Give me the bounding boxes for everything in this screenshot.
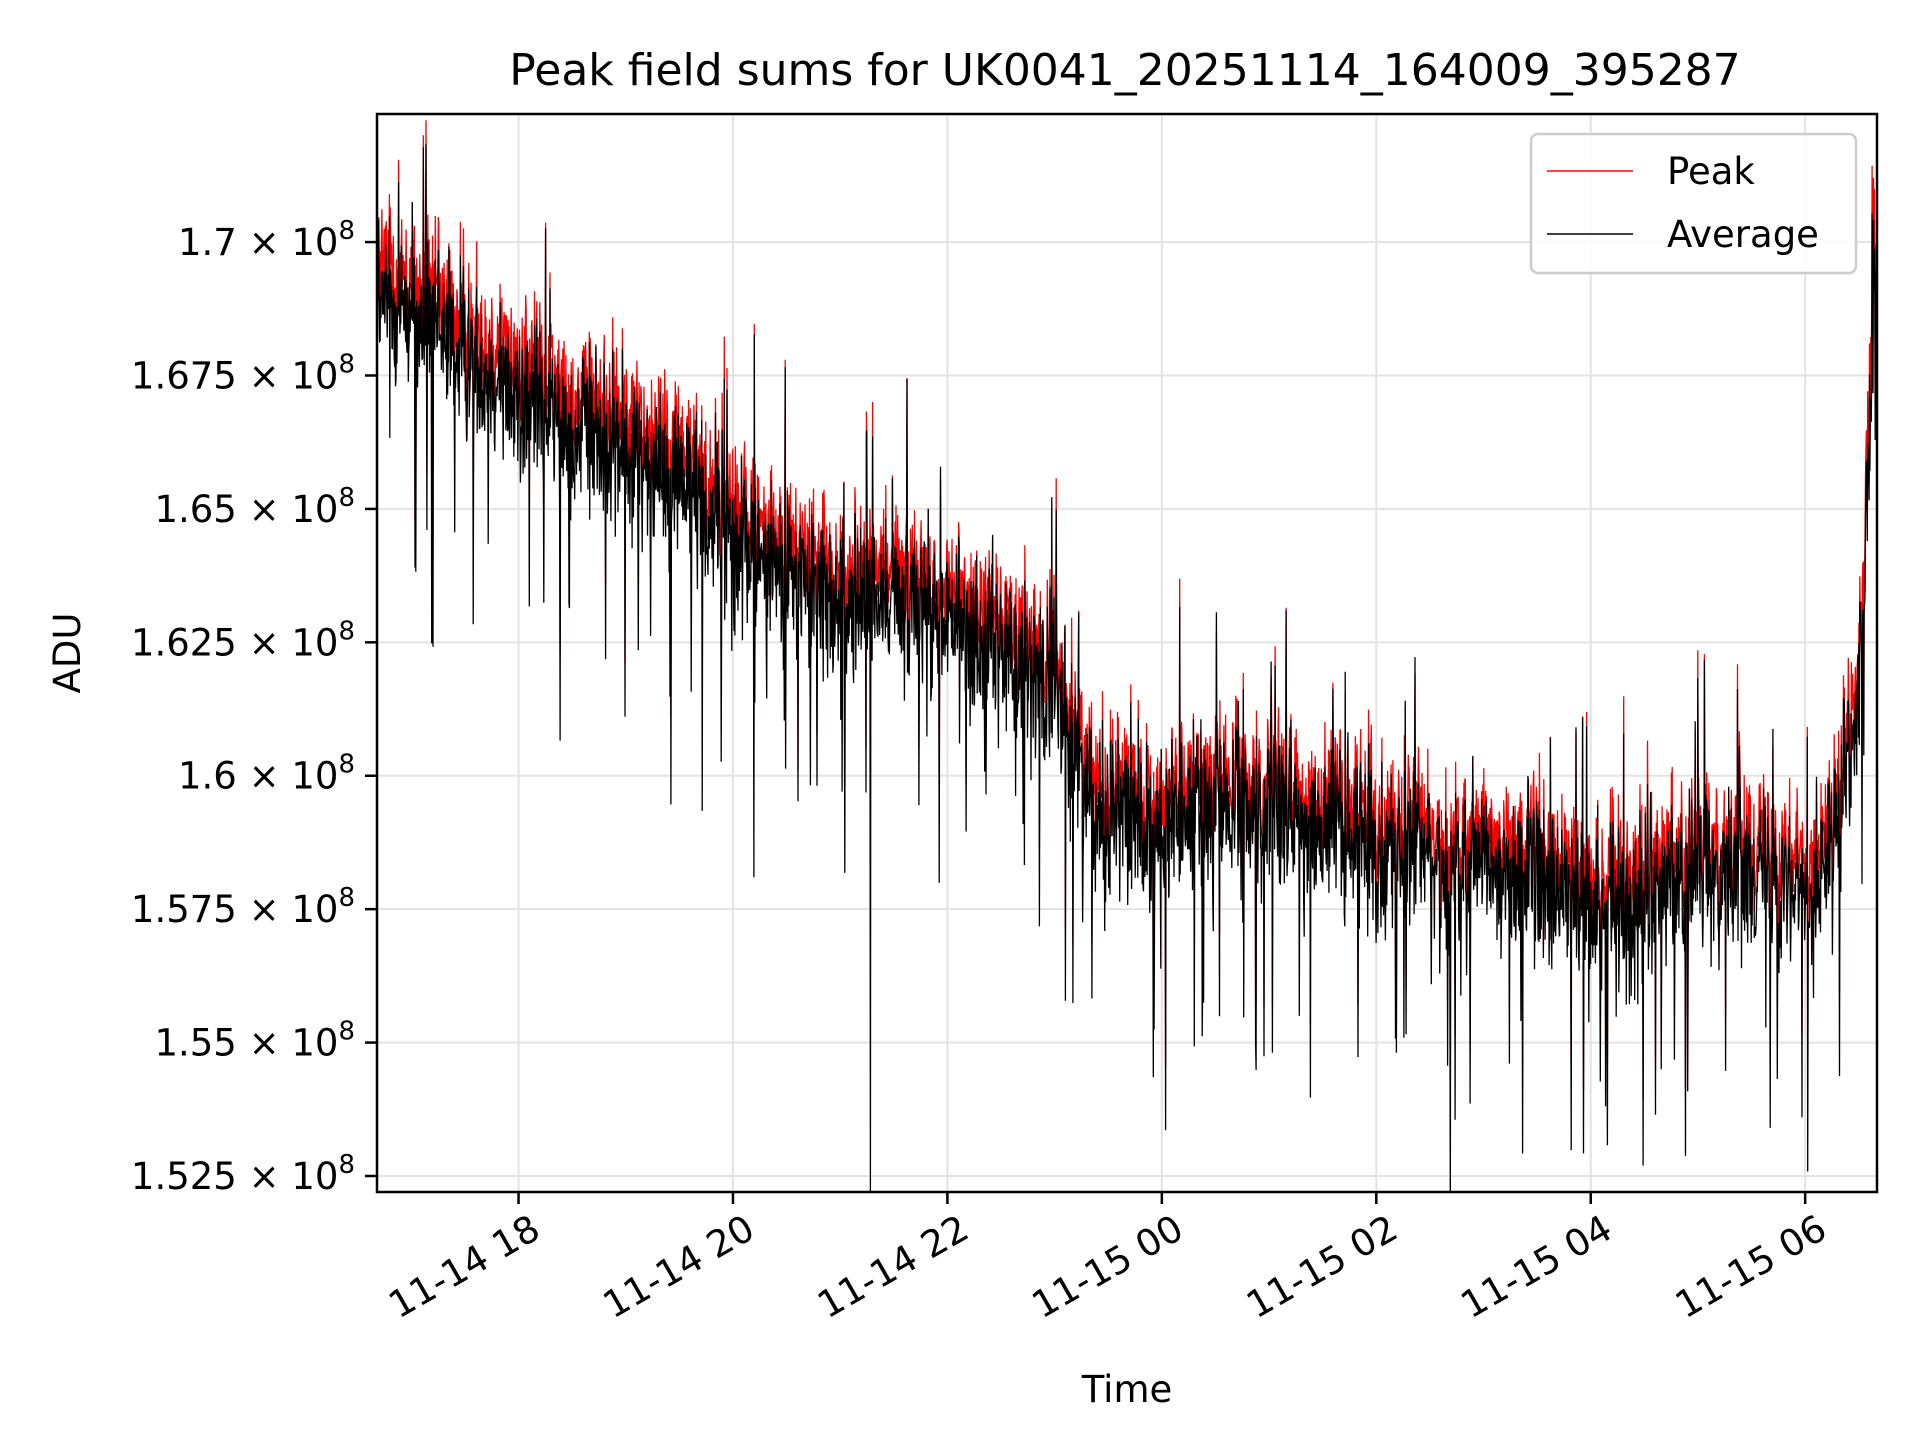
legend-label-average: Average: [1667, 213, 1819, 256]
y-tick-label: 1.55 × 108: [154, 1017, 355, 1065]
y-tick-label: 1.7 × 108: [178, 216, 355, 264]
y-tick-label: 1.625 × 108: [131, 616, 355, 664]
legend: Peak Average: [1529, 132, 1858, 275]
legend-label-peak: Peak: [1667, 150, 1755, 193]
series-line-average: [377, 144, 1877, 1192]
y-tick-label: 1.675 × 108: [131, 349, 355, 397]
y-axis-label: ADU: [46, 613, 89, 694]
chart-title: Peak field sums for UK0041_20251114_1640…: [509, 45, 1740, 96]
series-line-peak: [377, 120, 1877, 1115]
y-tick-label: 1.65 × 108: [154, 483, 355, 531]
legend-box: [1529, 132, 1858, 275]
x-axis-label: Time: [1081, 1368, 1173, 1411]
plot-frame: [375, 112, 1879, 1194]
y-axis-ticks: 1.525 × 108 1.55 × 108 1.575 × 108 1.6 × 10…: [131, 216, 377, 1198]
y-tick-label: 1.575 × 108: [131, 883, 355, 931]
y-tick-label: 1.6 × 108: [178, 750, 355, 798]
y-tick-label: 1.525 × 108: [131, 1150, 355, 1198]
